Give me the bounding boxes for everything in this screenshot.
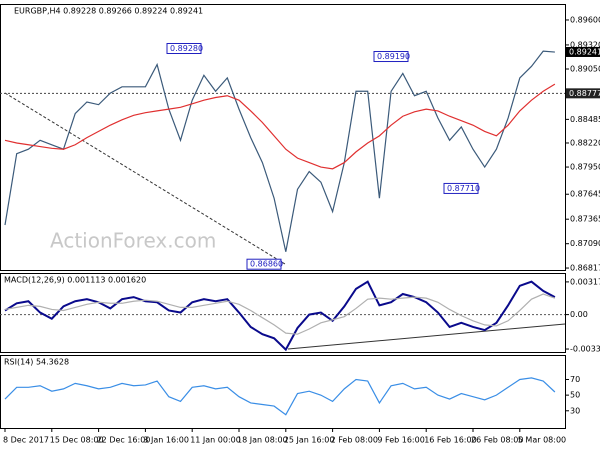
y-tick-label: 50	[570, 391, 580, 400]
macd-title: MACD(12,26,9) 0.001113 0.001620	[4, 276, 146, 285]
price-panel	[0, 4, 566, 271]
series-line	[4, 83, 556, 170]
y-tick-label: 0.00	[570, 310, 588, 319]
level-label-bg	[566, 88, 600, 99]
y-tick-label: 0.87365	[570, 215, 600, 224]
level-label: 0.88777	[569, 89, 600, 98]
series-line	[4, 377, 556, 416]
x-tick-label: 8 Dec 2017	[3, 436, 49, 445]
x-tick-label: 2 Feb 08:00	[331, 436, 378, 445]
y-tick-label: 0.89600	[570, 15, 600, 24]
x-tick-label: 18 Jan 08:00	[237, 436, 288, 445]
watermark: ActionForex.com	[50, 229, 216, 253]
y-tick-label: 0.87090	[570, 239, 600, 248]
annotation-label: 0.89190	[377, 52, 410, 61]
y-tick-label: 0.86817	[570, 264, 600, 273]
y-tick-label: 0.89320	[570, 40, 600, 49]
y-tick-label: 70	[570, 375, 580, 384]
x-tick-label: 26 Feb 08:00	[471, 436, 523, 445]
x-tick-label: 11 Jan 00:00	[190, 436, 241, 445]
macd-panel	[0, 273, 566, 353]
series-line	[4, 50, 555, 252]
series-line	[4, 280, 556, 352]
series-line	[4, 293, 556, 335]
annotation-box	[166, 42, 202, 54]
x-tick-label: 3 Jan 16:00	[143, 436, 189, 445]
y-tick-label: 0.88220	[570, 138, 600, 147]
x-tick-label: 22 Dec 16:00	[97, 436, 151, 445]
macd-trend-line	[287, 323, 566, 350]
y-tick-label: 30	[570, 406, 580, 415]
rsi-panel	[0, 355, 566, 429]
last-price-bg	[566, 46, 600, 57]
y-tick-label: 0.87645	[570, 190, 600, 199]
y-tick-label: 0.89050	[570, 64, 600, 73]
x-tick-label: 9 Feb 16:00	[377, 436, 424, 445]
y-tick-label: 0.88485	[570, 115, 600, 124]
annotation-box	[246, 258, 282, 270]
y-tick-label: 0.003177	[570, 277, 600, 286]
y-tick-label: 0.87950	[570, 163, 600, 172]
rsi-title: RSI(14) 54.3628	[4, 358, 69, 367]
chart-title: EURGBP,H4 0.89228 0.89266 0.89224 0.8924…	[14, 7, 203, 16]
annotation-label: 0.87710	[447, 184, 480, 193]
x-tick-label: 5 Mar 08:00	[518, 436, 566, 445]
annotation-box	[373, 51, 409, 63]
annotation-label: 0.89280	[170, 44, 203, 53]
y-tick-label: -0.003344	[570, 345, 600, 354]
x-tick-label: 25 Jan 16:00	[284, 436, 335, 445]
last-price-label: 0.89241	[569, 47, 600, 56]
annotation-box	[443, 182, 479, 194]
x-tick-label: 16 Feb 16:00	[424, 436, 476, 445]
annotation-label: 0.86860	[250, 260, 283, 269]
x-tick-label: 15 Dec 08:00	[50, 436, 104, 445]
